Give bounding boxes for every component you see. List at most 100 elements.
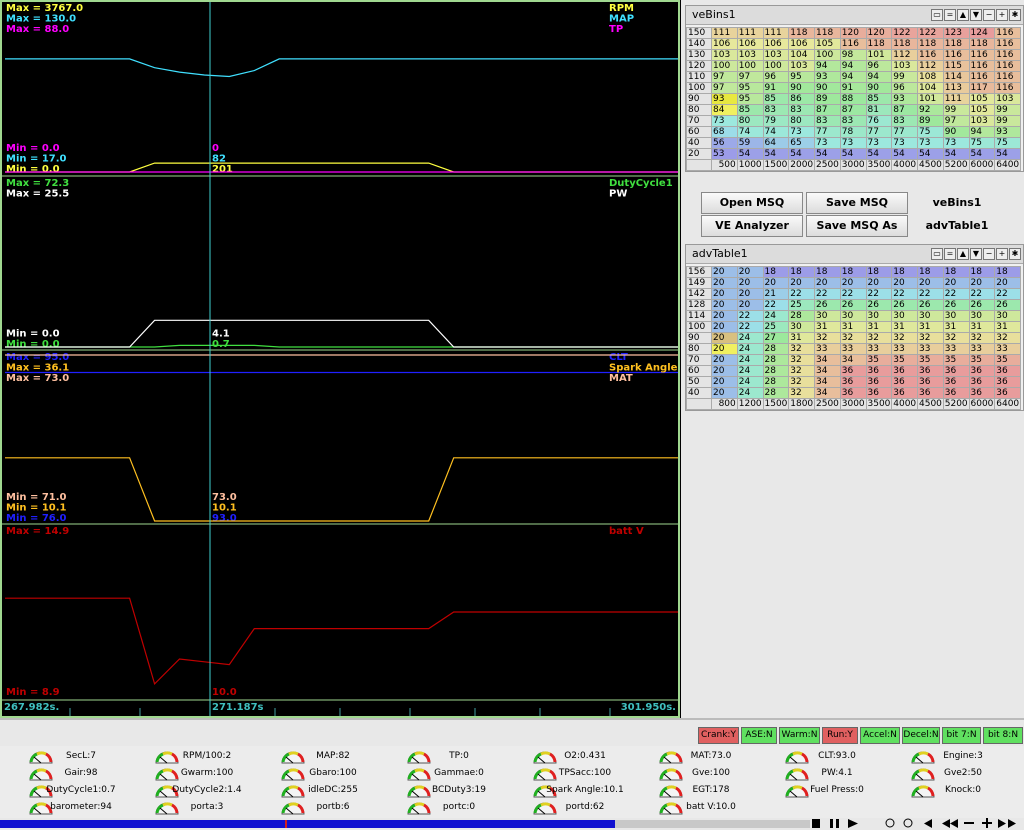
- table-cell[interactable]: 54: [891, 148, 918, 160]
- table-cell[interactable]: 31: [814, 321, 841, 333]
- table-cell[interactable]: 80: [788, 115, 815, 127]
- table-cell[interactable]: 116: [994, 60, 1021, 72]
- table-cell[interactable]: 34: [814, 365, 841, 377]
- table-cell[interactable]: 20: [711, 376, 738, 388]
- table-cell[interactable]: 93: [711, 93, 738, 105]
- table-cell[interactable]: 28: [762, 365, 790, 377]
- table-cell[interactable]: 103: [711, 49, 738, 61]
- table-cell[interactable]: 118: [865, 38, 893, 50]
- table-cell[interactable]: 22: [762, 299, 790, 311]
- table-cell[interactable]: 26: [917, 299, 944, 311]
- table-cell[interactable]: 36: [917, 387, 944, 399]
- table-cell[interactable]: 111: [762, 27, 790, 39]
- table-cell[interactable]: 106: [762, 38, 790, 50]
- table-cell[interactable]: 26: [891, 299, 918, 311]
- table-cell[interactable]: 20: [942, 277, 970, 289]
- table-cell[interactable]: 25: [788, 299, 815, 311]
- table-cell[interactable]: 96: [891, 82, 918, 94]
- table-cell[interactable]: 36: [942, 376, 970, 388]
- table-cell[interactable]: 36: [865, 387, 893, 399]
- table-cell[interactable]: 36: [891, 387, 918, 399]
- table-cell[interactable]: 25: [762, 321, 790, 333]
- table-cell[interactable]: 75: [917, 126, 944, 138]
- table-cell[interactable]: 101: [865, 49, 893, 61]
- table-cell[interactable]: 31: [788, 332, 815, 344]
- table-cell[interactable]: 111: [711, 27, 738, 39]
- table-cell[interactable]: 95: [736, 93, 764, 105]
- table-cell[interactable]: 35: [994, 354, 1021, 366]
- table-cell[interactable]: 94: [968, 126, 996, 138]
- table-cell[interactable]: 20: [711, 354, 738, 366]
- plus-button[interactable]: [982, 818, 992, 828]
- table-cell[interactable]: 32: [814, 332, 841, 344]
- table-cell[interactable]: 116: [994, 82, 1021, 94]
- table-cell[interactable]: 32: [788, 365, 815, 377]
- table-cell[interactable]: 93: [891, 93, 918, 105]
- table-cell[interactable]: 18: [788, 266, 815, 278]
- table-cell[interactable]: 103: [736, 49, 764, 61]
- table-cell[interactable]: 68: [711, 126, 738, 138]
- table-cell[interactable]: 115: [942, 60, 970, 72]
- table-cell[interactable]: 20: [917, 277, 944, 289]
- table-cell[interactable]: 117: [968, 82, 996, 94]
- table-cell[interactable]: 56: [711, 137, 738, 149]
- table-cell[interactable]: 31: [891, 321, 918, 333]
- table-cell[interactable]: 36: [839, 376, 867, 388]
- table-cell[interactable]: 94: [865, 71, 893, 83]
- table-cell[interactable]: 20: [711, 266, 738, 278]
- table-cell[interactable]: 20: [891, 277, 918, 289]
- table-cell[interactable]: 108: [917, 71, 944, 83]
- table-cell[interactable]: 103: [788, 60, 815, 72]
- table-cell[interactable]: 36: [865, 376, 893, 388]
- table-cell[interactable]: 32: [994, 332, 1021, 344]
- table-cell[interactable]: 36: [968, 387, 996, 399]
- table-cell[interactable]: 20: [711, 321, 738, 333]
- table-cell[interactable]: 81: [865, 104, 893, 116]
- table-cell[interactable]: 54: [917, 148, 944, 160]
- table-cell[interactable]: 122: [917, 27, 944, 39]
- table-cell[interactable]: 91: [839, 82, 867, 94]
- table-cell[interactable]: 90: [942, 126, 970, 138]
- table-cell[interactable]: 20: [736, 277, 764, 289]
- table-cell[interactable]: 30: [968, 310, 996, 322]
- table-cell[interactable]: 101: [917, 93, 944, 105]
- button[interactable]: VE Analyzer: [701, 215, 803, 237]
- table-cell[interactable]: 20: [711, 310, 738, 322]
- rewind-button[interactable]: [942, 819, 958, 828]
- forward-button[interactable]: [998, 819, 1006, 828]
- table-cell[interactable]: 54: [736, 148, 764, 160]
- table-cell[interactable]: 73: [917, 137, 944, 149]
- table-cell[interactable]: 86: [788, 93, 815, 105]
- table-cell[interactable]: 116: [968, 49, 996, 61]
- table-cell[interactable]: 100: [762, 60, 790, 72]
- table-cell[interactable]: 116: [994, 38, 1021, 50]
- table-button[interactable]: ▼: [970, 248, 982, 260]
- table-cell[interactable]: 36: [917, 365, 944, 377]
- table-cell[interactable]: 116: [839, 38, 867, 50]
- table-cell[interactable]: 80: [736, 115, 764, 127]
- table-cell[interactable]: 75: [994, 137, 1021, 149]
- table-cell[interactable]: 20: [711, 288, 738, 300]
- table-cell[interactable]: 33: [839, 343, 867, 355]
- table-cell[interactable]: 22: [891, 288, 918, 300]
- table-button[interactable]: +: [996, 248, 1008, 260]
- table-cell[interactable]: 31: [942, 321, 970, 333]
- table-cell[interactable]: 118: [917, 38, 944, 50]
- table-cell[interactable]: 120: [839, 27, 867, 39]
- table-cell[interactable]: 74: [762, 126, 790, 138]
- table-cell[interactable]: 105: [968, 104, 996, 116]
- table-cell[interactable]: 34: [814, 387, 841, 399]
- table-cell[interactable]: 88: [839, 93, 867, 105]
- table-cell[interactable]: 26: [865, 299, 893, 311]
- table-cell[interactable]: 85: [762, 93, 790, 105]
- table-cell[interactable]: 33: [942, 343, 970, 355]
- table-cell[interactable]: 73: [814, 137, 841, 149]
- table-button[interactable]: +: [996, 9, 1008, 21]
- table-cell[interactable]: 30: [994, 310, 1021, 322]
- table-cell[interactable]: 26: [839, 299, 867, 311]
- table-cell[interactable]: 99: [994, 115, 1021, 127]
- table-cell[interactable]: 100: [711, 60, 738, 72]
- table-cell[interactable]: 36: [917, 376, 944, 388]
- table-cell[interactable]: 22: [942, 288, 970, 300]
- table-cell[interactable]: 26: [942, 299, 970, 311]
